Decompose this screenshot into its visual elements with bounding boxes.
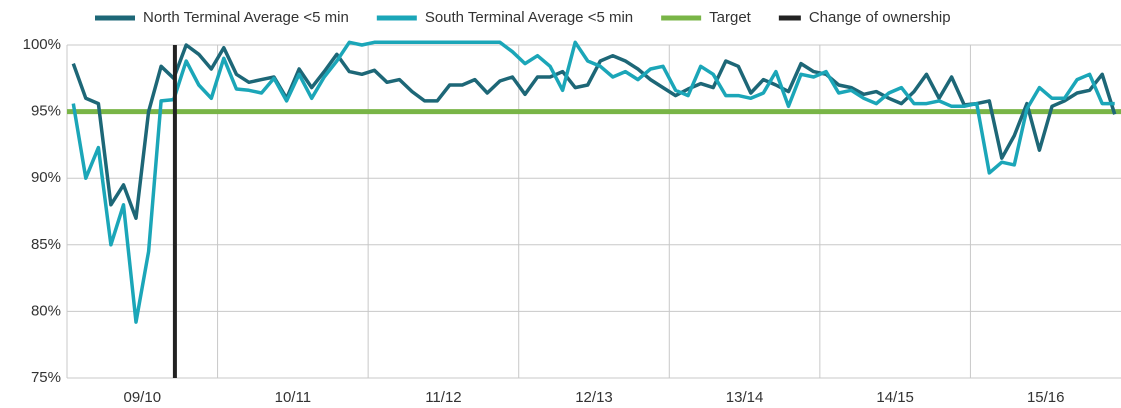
x-tick-label: 12/13	[575, 389, 613, 406]
x-tick-label: 10/11	[275, 389, 311, 406]
y-tick-label: 75%	[31, 369, 61, 386]
legend-label: South Terminal Average <5 min	[425, 9, 633, 26]
x-tick-label: 15/16	[1027, 389, 1065, 406]
series-line	[71, 43, 1117, 220]
y-tick-label: 95%	[31, 103, 61, 120]
y-tick-label: 90%	[31, 169, 61, 186]
y-tick-label: 85%	[31, 236, 61, 253]
y-tick-label: 100%	[23, 36, 61, 53]
x-tick-label: 14/15	[876, 389, 914, 406]
legend-label: North Terminal Average <5 min	[143, 9, 349, 26]
x-tick-label: 13/14	[726, 389, 764, 406]
legend-label: Change of ownership	[809, 9, 951, 26]
y-tick-label: 80%	[31, 302, 61, 319]
x-tick-label: 11/12	[425, 389, 461, 406]
x-tick-label: 09/10	[124, 389, 162, 406]
series-line	[71, 40, 1115, 324]
legend-label: Target	[709, 9, 752, 26]
